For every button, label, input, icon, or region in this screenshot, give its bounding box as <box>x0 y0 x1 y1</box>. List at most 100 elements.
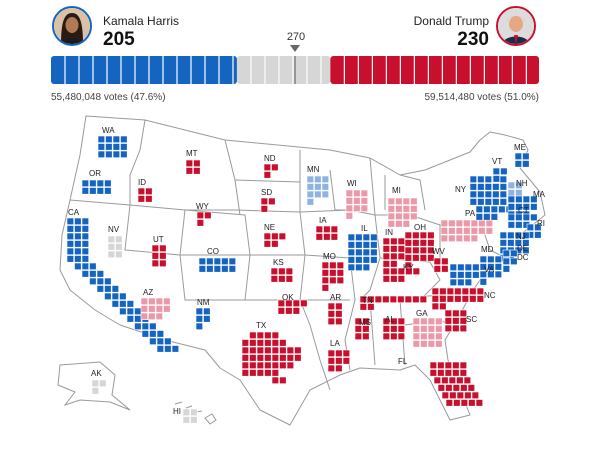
ev-tile <box>66 232 74 240</box>
state-ks[interactable] <box>270 267 293 283</box>
state-ca[interactable] <box>66 217 179 353</box>
state-nm[interactable] <box>195 307 211 330</box>
state-label-ca: CA <box>68 208 80 217</box>
state-in[interactable] <box>382 237 405 268</box>
ev-tile <box>241 369 249 377</box>
state-ak[interactable] <box>91 379 107 395</box>
state-wa[interactable] <box>97 135 128 158</box>
state-ar[interactable] <box>327 302 343 325</box>
state-ky[interactable] <box>382 267 420 283</box>
state-or[interactable] <box>81 179 112 195</box>
ev-tile <box>353 189 361 197</box>
ev-tile <box>185 159 193 167</box>
state-ny[interactable] <box>469 175 513 221</box>
ev-tile <box>278 232 286 240</box>
ev-tile <box>126 300 134 308</box>
state-sc[interactable] <box>444 309 467 332</box>
state-mt[interactable] <box>185 159 201 175</box>
ev-tile <box>390 260 398 268</box>
ev-tile <box>448 376 456 384</box>
ev-tile <box>321 269 329 277</box>
state-nv[interactable] <box>107 235 123 258</box>
ev-tile <box>478 227 486 235</box>
state-ut[interactable] <box>151 244 167 267</box>
state-ia[interactable] <box>315 225 338 241</box>
hawaii-outline <box>174 401 217 425</box>
ev-tile <box>286 346 294 354</box>
ev-tile <box>264 331 272 339</box>
ev-tile <box>306 175 314 183</box>
ev-tile <box>427 231 435 239</box>
ev-tile <box>460 384 468 392</box>
state-vt[interactable] <box>492 167 508 183</box>
ev-tile <box>515 195 523 203</box>
state-ga[interactable] <box>412 317 443 348</box>
state-tn[interactable] <box>359 295 427 311</box>
ev-tile <box>502 249 510 257</box>
state-label-nv: NV <box>108 225 120 234</box>
ev-tile <box>353 204 361 212</box>
ev-tile <box>397 237 405 245</box>
ev-tile <box>292 299 300 307</box>
ev-tile <box>155 297 163 305</box>
ev-tile <box>327 310 335 318</box>
ev-tile <box>104 292 112 300</box>
state-hi[interactable] <box>182 408 198 424</box>
ev-tile <box>444 361 452 369</box>
state-co[interactable] <box>198 257 236 273</box>
ev-tile <box>81 262 89 270</box>
ev-tile <box>440 234 448 242</box>
state-la[interactable] <box>327 349 350 372</box>
ev-tile <box>382 295 390 303</box>
ev-tile <box>476 295 484 303</box>
ev-tile <box>435 317 443 325</box>
state-label-ny: NY <box>455 185 467 194</box>
state-pa[interactable] <box>440 219 493 242</box>
state-ms[interactable] <box>354 317 370 340</box>
ev-tile <box>444 324 452 332</box>
ev-tile <box>444 369 452 377</box>
state-dc[interactable] <box>502 257 518 273</box>
state-sd[interactable] <box>260 197 276 213</box>
ev-tile <box>264 346 272 354</box>
ev-tile <box>452 361 460 369</box>
state-nc[interactable] <box>431 287 484 310</box>
state-me[interactable] <box>514 152 530 168</box>
ev-tile <box>277 299 285 307</box>
ev-tile <box>427 239 435 247</box>
ev-tile <box>477 190 485 198</box>
ev-tile <box>410 197 418 205</box>
ev-tile <box>463 227 471 235</box>
ev-tile <box>437 384 445 392</box>
ev-tile <box>203 315 211 323</box>
state-il[interactable] <box>347 233 378 271</box>
state-label-sd: SD <box>261 188 272 197</box>
state-wv[interactable] <box>433 257 449 273</box>
state-fl[interactable] <box>429 361 483 407</box>
ev-tile <box>263 163 271 171</box>
state-mn[interactable] <box>306 175 329 206</box>
state-ri[interactable] <box>526 223 542 239</box>
state-ok[interactable] <box>277 299 308 315</box>
state-md[interactable] <box>479 255 502 286</box>
ev-tile <box>241 354 249 362</box>
state-tx[interactable] <box>241 331 302 384</box>
ev-tile <box>149 337 157 345</box>
state-al[interactable] <box>382 317 405 340</box>
state-nd[interactable] <box>263 163 279 179</box>
ev-tile <box>437 361 445 369</box>
ev-tile <box>461 295 469 303</box>
state-oh[interactable] <box>404 231 435 269</box>
state-label-de: DE <box>517 244 528 253</box>
ev-tile <box>382 267 390 275</box>
ev-tile <box>492 190 500 198</box>
state-ct[interactable] <box>507 213 538 229</box>
state-ne[interactable] <box>263 232 286 248</box>
state-mi[interactable] <box>387 197 418 228</box>
state-mo[interactable] <box>321 261 344 292</box>
state-wy[interactable] <box>196 211 212 227</box>
state-id[interactable] <box>137 187 153 203</box>
ev-tile <box>412 340 420 348</box>
state-az[interactable] <box>140 297 171 320</box>
state-wi[interactable] <box>345 189 368 220</box>
